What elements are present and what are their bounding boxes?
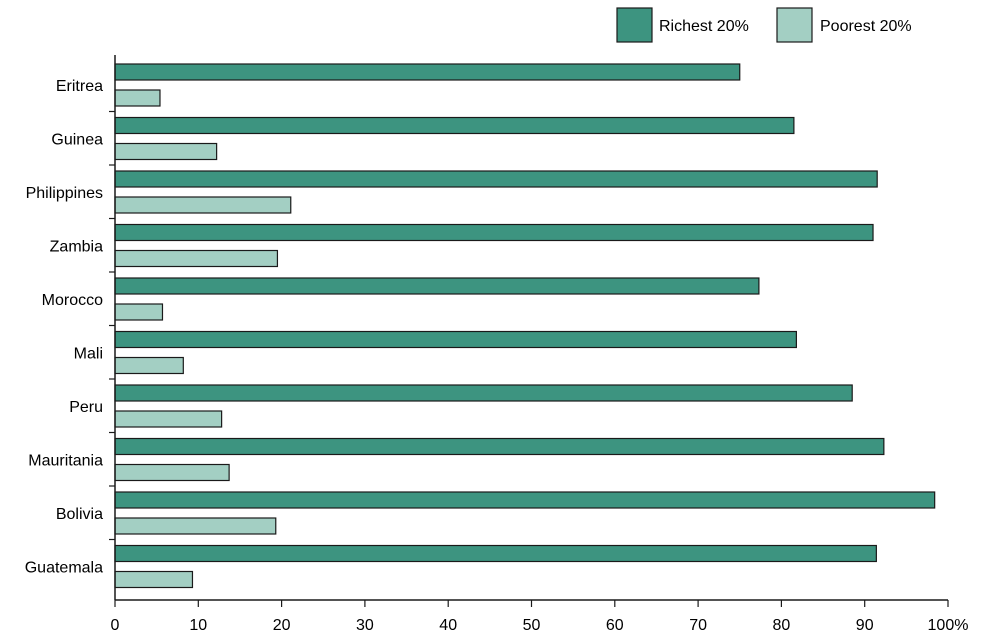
category-label-philippines: Philippines bbox=[26, 185, 103, 202]
bar-poorest-morocco bbox=[114, 303, 164, 321]
legend-label-richest: Richest 20% bbox=[659, 18, 749, 35]
bar-poorest-peru bbox=[114, 410, 223, 428]
category-label-guinea: Guinea bbox=[51, 132, 103, 149]
x-tick-label: 0 bbox=[111, 617, 120, 634]
category-label-mauritania: Mauritania bbox=[28, 453, 103, 470]
x-tick-label: 10 bbox=[189, 617, 207, 634]
category-label-zambia: Zambia bbox=[50, 239, 103, 256]
bar-richest-guatemala bbox=[114, 544, 877, 563]
bar-richest-zambia bbox=[114, 223, 874, 242]
x-tick-label: 90 bbox=[856, 617, 874, 634]
bar-poorest-bolivia bbox=[114, 517, 277, 535]
bar-poorest-mauritania bbox=[114, 463, 230, 482]
bar-poorest-guatemala bbox=[114, 570, 194, 589]
x-tick-label: 70 bbox=[689, 617, 707, 634]
legend-label-poorest: Poorest 20% bbox=[820, 18, 912, 35]
category-label-eritrea: Eritrea bbox=[56, 78, 103, 95]
bar-richest-peru bbox=[114, 384, 853, 402]
bar-richest-morocco bbox=[114, 277, 760, 295]
category-label-peru: Peru bbox=[69, 399, 103, 416]
bar-poorest-zambia bbox=[114, 249, 279, 268]
bar-richest-philippines bbox=[114, 170, 878, 188]
x-tick-label: 30 bbox=[356, 617, 374, 634]
category-label-morocco: Morocco bbox=[42, 292, 103, 309]
category-label-bolivia: Bolivia bbox=[56, 506, 103, 523]
bar-richest-eritrea bbox=[114, 63, 741, 81]
x-axis: 0 10 20 30 40 50 60 70 80 90 100% bbox=[109, 55, 968, 634]
bars bbox=[114, 63, 936, 589]
x-tick-label: 20 bbox=[273, 617, 291, 634]
bar-richest-bolivia bbox=[114, 491, 936, 509]
bar-poorest-guinea bbox=[114, 142, 218, 161]
x-tick-label: 100% bbox=[928, 617, 969, 634]
legend-swatch-richest bbox=[616, 7, 653, 43]
bar-richest-mauritania bbox=[114, 437, 885, 456]
category-labels: Eritrea Guinea Philippines Zambia Morocco Mal… bbox=[25, 78, 103, 577]
bar-poorest-eritrea bbox=[114, 89, 161, 107]
x-tick-label: 80 bbox=[773, 617, 791, 634]
bar-richest-guinea bbox=[114, 116, 795, 135]
legend: Richest 20% Poorest 20% bbox=[616, 7, 912, 43]
x-tick-label: 50 bbox=[523, 617, 541, 634]
bar-poorest-mali bbox=[114, 356, 184, 375]
legend-swatch-poorest bbox=[776, 7, 813, 43]
category-label-guatemala: Guatemala bbox=[25, 560, 103, 577]
category-label-mali: Mali bbox=[74, 346, 103, 363]
bar-richest-mali bbox=[114, 330, 797, 349]
x-tick-label: 60 bbox=[606, 617, 624, 634]
bar-poorest-philippines bbox=[114, 196, 292, 214]
x-tick-label: 40 bbox=[439, 617, 457, 634]
